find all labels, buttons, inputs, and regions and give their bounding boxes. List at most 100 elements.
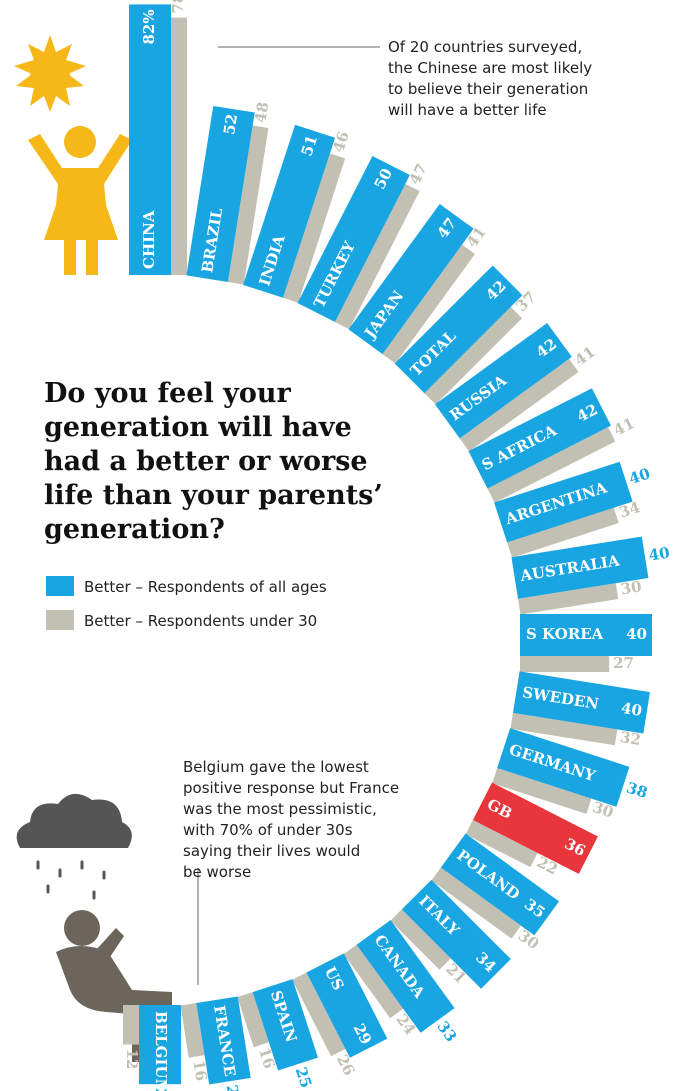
bar-pair: BELGIUM24 12 [123, 1005, 181, 1091]
value-label: 25 [292, 1065, 316, 1090]
bar-grey [492, 768, 592, 814]
bar [394, 265, 523, 394]
bar-grey [518, 583, 619, 615]
value-label-grey: 16 [255, 1045, 279, 1070]
annotation: Of 20 countries surveyed, the Chinese are… [388, 38, 592, 119]
value-label-grey: 34 [617, 498, 642, 522]
annotation-line: the Chinese are most likely [388, 59, 592, 77]
annotation-line: was the most pessimistic, [183, 800, 377, 818]
category-label: BELGIUM [152, 1011, 170, 1091]
bar-grey [465, 819, 538, 868]
bar [511, 536, 649, 599]
value-label-grey: 48 [251, 101, 272, 124]
bar-grey [227, 125, 269, 285]
value-label: 24 [152, 1088, 170, 1091]
bar [401, 879, 511, 989]
value-label: 38 [624, 779, 649, 803]
value-label: 51 [298, 133, 322, 158]
bar-grey [180, 1003, 205, 1058]
bar-grey [382, 244, 475, 364]
value-label: 25 [223, 1084, 244, 1091]
value-label-grey: 41 [571, 343, 598, 370]
bar [348, 203, 474, 355]
annotation-line: Belgium gave the lowest [183, 758, 369, 776]
bar [356, 920, 455, 1033]
bar [494, 461, 633, 543]
girl-icon [28, 126, 132, 275]
value-label-grey: 30 [619, 577, 642, 598]
title-line: generation? [44, 514, 225, 545]
bar [129, 4, 171, 276]
bar [196, 996, 251, 1085]
bar-grey [459, 358, 579, 452]
value-label-grey: 27 [613, 654, 634, 672]
bar-pair: S KOREA 40 27 [520, 614, 652, 672]
bar [306, 953, 388, 1058]
legend-swatch [46, 576, 74, 596]
bar-grey [237, 992, 269, 1048]
annotation-line: with 70% of under 30s [183, 821, 353, 839]
value-label-grey: 26 [333, 1052, 359, 1079]
value-label: 40 [626, 625, 647, 643]
annotation-line: will have a better life [388, 101, 547, 119]
bar-grey [292, 972, 346, 1057]
bar [513, 671, 650, 734]
value-label-grey: 41 [611, 414, 638, 440]
value-label: 40 [620, 699, 643, 720]
bar-grey [520, 656, 610, 672]
bar [472, 782, 598, 874]
value-label-grey: 16 [189, 1059, 210, 1082]
bar-grey [283, 153, 346, 303]
bar-grey [390, 909, 451, 970]
bar-grey [123, 1005, 139, 1045]
value-label: 33 [433, 1018, 460, 1045]
bar-grey [424, 306, 523, 405]
bar [139, 1005, 181, 1085]
value-label: 40 [627, 464, 652, 488]
value-label: 82% [140, 9, 158, 44]
bar-grey [507, 507, 619, 558]
annotation-line: positive response but France [183, 779, 399, 797]
bar [186, 105, 255, 282]
bar-grey [334, 183, 420, 330]
bars: CHINA82%78%BRAZIL5248INDIA5146TURKEY5047… [123, 0, 671, 1091]
value-label: 40 [647, 544, 670, 565]
bar [497, 728, 630, 807]
value-label-grey: 78% [169, 0, 187, 14]
annotation-line: Of 20 countries surveyed, [388, 38, 582, 56]
legend-swatch [46, 610, 74, 630]
legend-label: Better – Respondents under 30 [84, 612, 317, 630]
value-label-grey: 32 [619, 728, 642, 749]
bar [435, 322, 572, 439]
bar-grey [171, 17, 187, 275]
bar-grey [487, 427, 616, 503]
title-line: Do you feel your [44, 378, 292, 409]
category-label: CHINA [140, 210, 158, 269]
bar [468, 388, 611, 489]
category-label: S KOREA [526, 625, 604, 643]
bar [252, 979, 319, 1071]
sun-icon [14, 35, 86, 112]
bar [440, 833, 560, 936]
bar [243, 124, 336, 298]
title-line: life than your parents’ [44, 480, 383, 511]
annotation-line: be worse [183, 863, 251, 881]
bar-pair: CHINA 82% 78% [129, 0, 187, 276]
bar [520, 614, 652, 656]
value-label-grey: 46 [329, 129, 353, 154]
legend-label: Better – Respondents of all ages [84, 578, 327, 596]
value-label-grey: 30 [590, 798, 615, 822]
